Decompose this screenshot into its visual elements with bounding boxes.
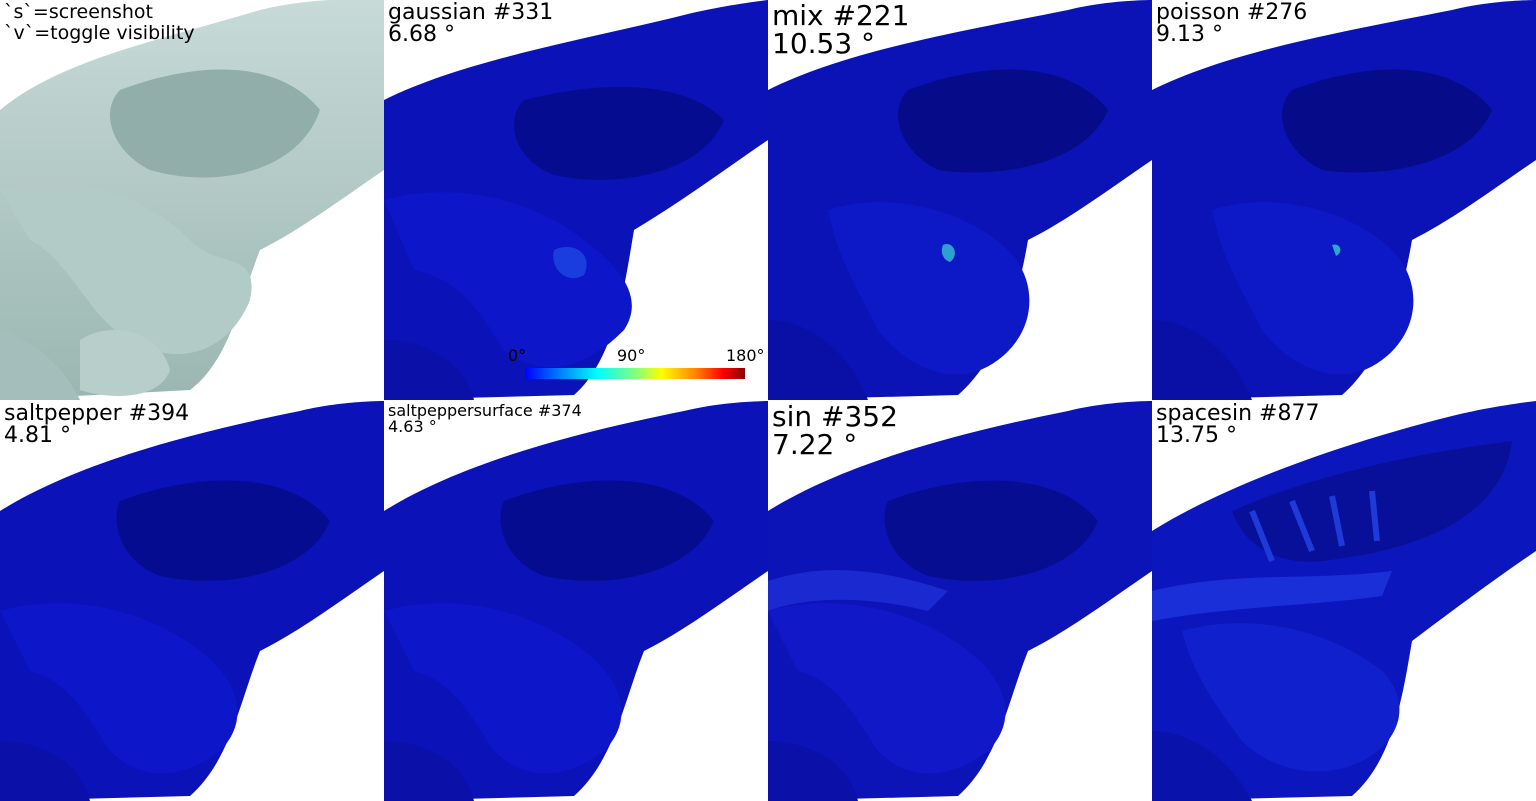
viewport-saltpeppersurface[interactable]: saltpeppersurface #374 4.63 ° (384, 401, 768, 801)
colorbar-max-label: 180° (726, 346, 765, 365)
error-mesh-render (768, 0, 1152, 400)
colorbar-min-label: 0° (508, 346, 527, 365)
viewport-gaussian[interactable]: gaussian #331 6.68 ° (384, 0, 768, 400)
error-mesh-render (384, 401, 768, 801)
colorbar-gradient (525, 368, 745, 379)
viewport-sin[interactable]: sin #352 7.22 ° (768, 401, 1152, 801)
reference-viewport[interactable]: `s`=screenshot `v`=toggle visibility (0, 0, 384, 400)
error-mesh-render (384, 0, 768, 400)
viewport-mix[interactable]: mix #221 10.53 ° (768, 0, 1152, 400)
viewport-spacesin[interactable]: spacesin #877 13.75 ° (1152, 401, 1536, 801)
error-mesh-render (768, 401, 1152, 801)
viewport-poisson[interactable]: poisson #276 9.13 ° (1152, 0, 1536, 400)
colorbar-mid-label: 90° (617, 346, 646, 365)
error-mesh-render (1152, 401, 1536, 801)
viewport-saltpepper[interactable]: saltpepper #394 4.81 ° (0, 401, 384, 801)
error-mesh-render (1152, 0, 1536, 400)
error-mesh-render (0, 401, 384, 801)
reference-mesh-render (0, 0, 384, 400)
angle-error-colorbar: 0° 90° 180° (505, 346, 765, 382)
